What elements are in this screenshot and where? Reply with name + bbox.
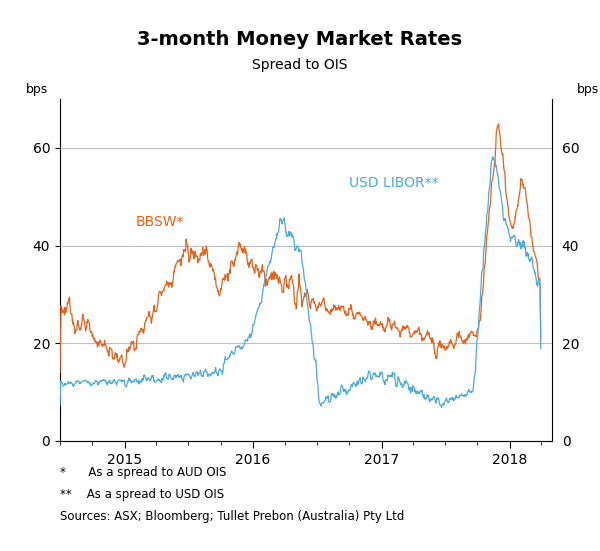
Text: *      As a spread to AUD OIS: * As a spread to AUD OIS: [60, 466, 226, 479]
Text: **    As a spread to USD OIS: ** As a spread to USD OIS: [60, 488, 224, 501]
Text: Spread to OIS: Spread to OIS: [252, 58, 348, 72]
Text: bps: bps: [577, 83, 599, 96]
Text: USD LIBOR**: USD LIBOR**: [349, 176, 439, 190]
Text: bps: bps: [26, 83, 48, 96]
Text: BBSW*: BBSW*: [136, 215, 184, 229]
Text: Sources: ASX; Bloomberg; Tullet Prebon (Australia) Pty Ltd: Sources: ASX; Bloomberg; Tullet Prebon (…: [60, 510, 404, 523]
Text: 3-month Money Market Rates: 3-month Money Market Rates: [137, 30, 463, 49]
